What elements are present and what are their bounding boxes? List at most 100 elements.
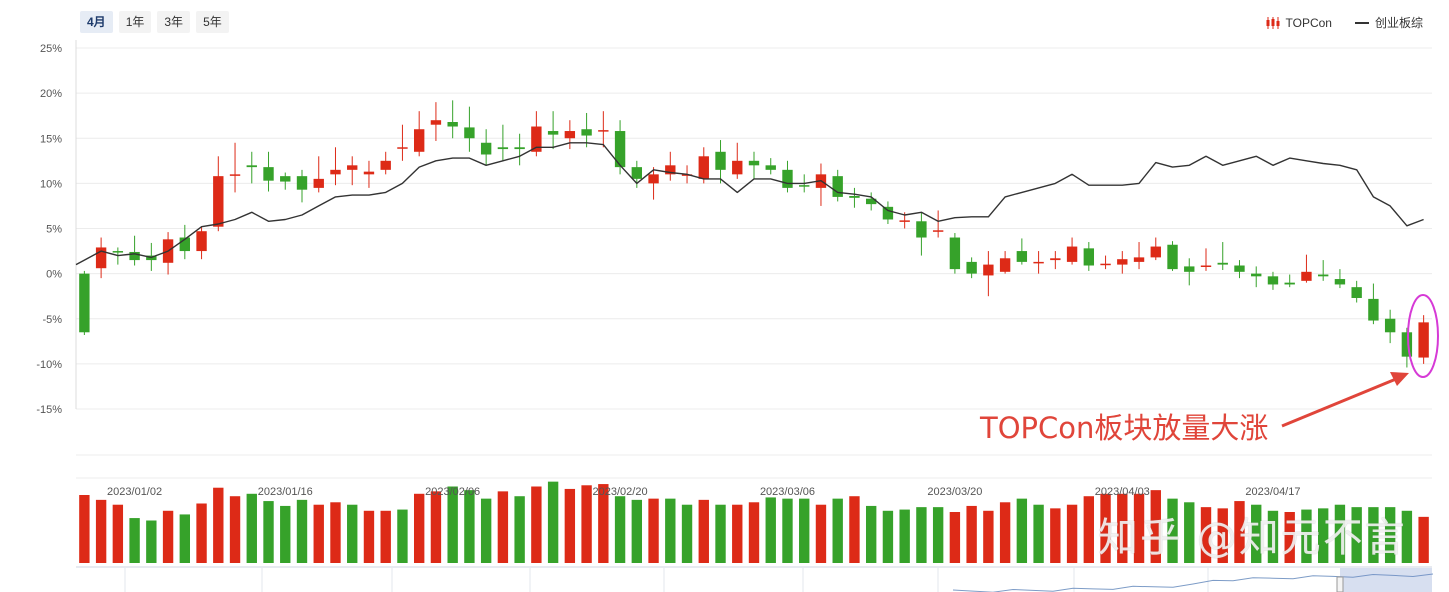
candle — [196, 226, 207, 260]
candle — [1016, 238, 1028, 265]
range-navigator — [76, 566, 1434, 592]
arrow-shaft — [1281, 377, 1397, 428]
candle — [1234, 260, 1245, 279]
volume-bar — [564, 488, 576, 563]
candle — [1384, 309, 1396, 344]
volume-bar — [648, 498, 659, 563]
candle — [765, 158, 776, 175]
candle — [1334, 269, 1346, 289]
candle-body — [1033, 261, 1044, 264]
candle-body — [330, 169, 341, 175]
candle-body — [581, 129, 592, 136]
candle — [1184, 258, 1195, 286]
candle — [514, 133, 525, 166]
y-tick-label: -10% — [36, 359, 62, 371]
candle-body — [1351, 287, 1362, 298]
candle-body — [849, 196, 860, 198]
volume-bar — [1267, 510, 1279, 563]
candle-body — [1167, 244, 1178, 270]
candle — [347, 156, 358, 186]
candle-body — [229, 174, 241, 176]
legend-item-topcon[interactable]: TOPCon — [1265, 16, 1332, 30]
candle — [1200, 248, 1212, 271]
candle-body — [179, 237, 191, 252]
candle — [480, 129, 492, 166]
candle-body — [732, 160, 743, 175]
highlight-circle — [1407, 294, 1439, 378]
volume-bar — [1368, 507, 1379, 563]
volume-bar — [547, 481, 559, 563]
annotation-text: TOPCon板块放量大涨 — [980, 411, 1269, 445]
volume-bar — [280, 505, 291, 563]
volume-bar — [1083, 496, 1095, 563]
volume-bar — [246, 493, 257, 563]
volume-bar — [983, 510, 994, 563]
volume-bar — [999, 502, 1011, 563]
candle-body — [1384, 318, 1396, 333]
volume-bar — [882, 510, 894, 563]
volume-bar — [865, 505, 877, 563]
candle-body — [213, 176, 224, 227]
candle-body — [916, 221, 927, 238]
volume-bar — [146, 520, 157, 563]
candle — [296, 169, 308, 203]
candle — [129, 235, 140, 266]
candle — [865, 192, 877, 211]
volume-bar — [196, 503, 207, 563]
candle-body — [1117, 259, 1128, 265]
legend-item-index[interactable]: 创业板综 — [1354, 14, 1423, 31]
candle — [648, 167, 659, 200]
candle — [363, 160, 375, 188]
candle — [413, 111, 425, 157]
date-label: 2023/02/20 — [593, 486, 648, 498]
candle — [1050, 251, 1061, 270]
volume-bar — [347, 504, 358, 563]
candle-body — [1133, 257, 1145, 262]
volume-bar — [79, 495, 90, 563]
candle-body — [547, 131, 559, 135]
volume-bar — [966, 505, 977, 563]
volume-bar — [1334, 504, 1346, 563]
candle — [1100, 255, 1111, 270]
volume-bar — [1317, 508, 1329, 563]
candle — [1401, 327, 1413, 368]
candle — [229, 142, 241, 193]
candle-body — [698, 156, 709, 179]
candle-body — [648, 174, 659, 184]
candle-body — [681, 174, 693, 176]
tab-1y[interactable]: 1年 — [118, 11, 152, 33]
candle-body — [246, 165, 257, 168]
candle — [782, 160, 793, 193]
candle-body — [1368, 298, 1379, 321]
volume-bar — [1117, 493, 1128, 563]
candle-body — [464, 127, 475, 139]
candle-body — [313, 178, 324, 188]
volume-bar — [263, 501, 274, 563]
volume-bar — [229, 496, 241, 563]
candle-body — [1251, 273, 1262, 277]
candle — [1217, 242, 1228, 271]
candle-body — [397, 147, 408, 149]
candle-body — [263, 167, 274, 181]
volume-bar — [748, 502, 760, 563]
candle — [430, 102, 442, 141]
candle — [1066, 237, 1078, 265]
volume-bar — [932, 507, 944, 563]
y-tick-label: -5% — [42, 314, 62, 326]
volume-bar — [129, 518, 140, 563]
tab-4m[interactable]: 4月 — [80, 11, 113, 33]
candle — [313, 156, 324, 193]
candle-body — [1100, 263, 1111, 266]
volume-bar — [1050, 508, 1061, 563]
candle — [162, 232, 174, 275]
volume-bar — [949, 512, 961, 563]
tab-3y[interactable]: 3年 — [157, 11, 191, 33]
tab-5y[interactable]: 5年 — [196, 11, 229, 33]
volume-bar — [296, 499, 308, 563]
candle-body — [966, 261, 977, 274]
candle — [1368, 283, 1379, 325]
volume-bar — [1418, 516, 1429, 563]
candle-body — [598, 130, 609, 132]
candle — [665, 151, 676, 181]
candle — [397, 124, 408, 161]
